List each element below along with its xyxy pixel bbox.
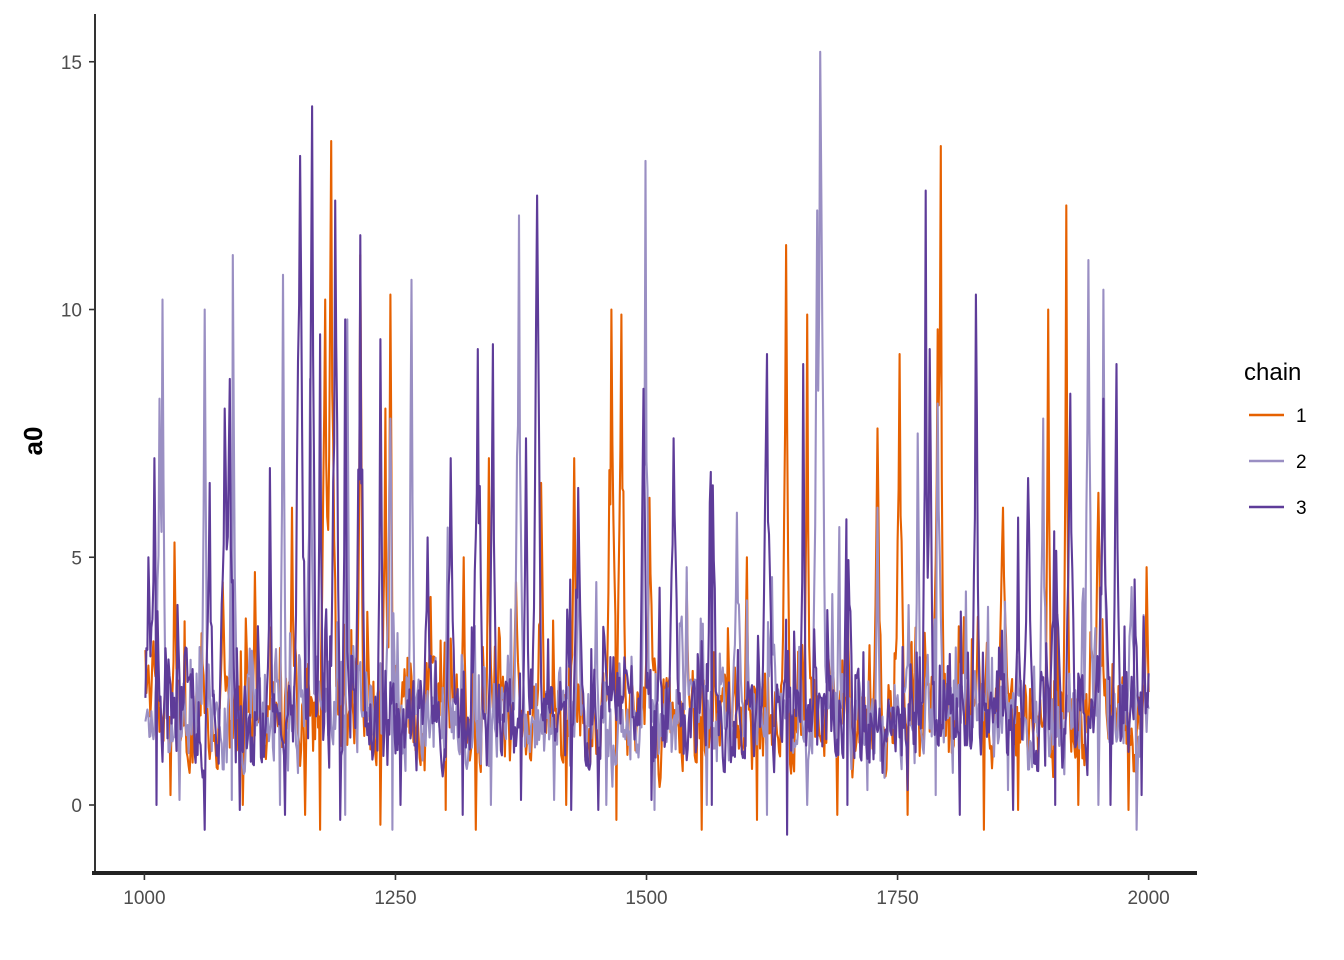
y-axis-ticks: 0 5 10 15 <box>61 53 95 817</box>
x-tick-label: 1250 <box>374 888 416 909</box>
x-tick-label: 1500 <box>625 888 667 909</box>
y-tick-label: 5 <box>71 548 82 569</box>
legend-label-chain-1: 1 <box>1296 406 1307 427</box>
legend-label-chain-3: 3 <box>1296 498 1307 519</box>
x-tick-label: 1000 <box>123 888 165 909</box>
series-layer <box>144 50 1150 836</box>
legend-items: 1 2 3 <box>1249 406 1307 519</box>
x-tick-label: 1750 <box>876 888 918 909</box>
legend-label-chain-2: 2 <box>1296 452 1307 473</box>
y-axis-title: a0 <box>18 427 48 456</box>
x-tick-label: 2000 <box>1127 888 1169 909</box>
y-tick-label: 10 <box>61 301 82 322</box>
series-line-chain-3 <box>144 105 1150 836</box>
y-tick-label: 0 <box>71 796 82 817</box>
legend-title: chain <box>1244 359 1301 386</box>
y-tick-label: 15 <box>61 53 82 74</box>
x-axis-ticks: 1000 1250 1500 1750 2000 <box>123 873 1170 909</box>
legend: chain 1 2 3 <box>1244 359 1307 519</box>
